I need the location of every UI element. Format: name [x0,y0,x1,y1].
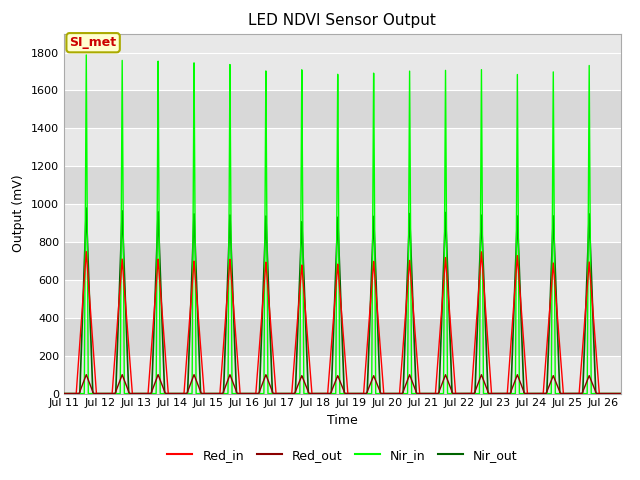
Title: LED NDVI Sensor Output: LED NDVI Sensor Output [248,13,436,28]
Bar [64,90,621,128]
Bar [64,318,621,356]
Y-axis label: Output (mV): Output (mV) [12,175,26,252]
Bar [64,280,621,318]
Bar [64,52,621,90]
Bar [64,166,621,204]
Bar [64,242,621,280]
X-axis label: Time: Time [327,414,358,427]
Legend: Red_in, Red_out, Nir_in, Nir_out: Red_in, Red_out, Nir_in, Nir_out [163,444,522,467]
Text: SI_met: SI_met [70,36,116,49]
Bar [64,356,621,394]
Bar [64,128,621,166]
Bar [64,204,621,242]
